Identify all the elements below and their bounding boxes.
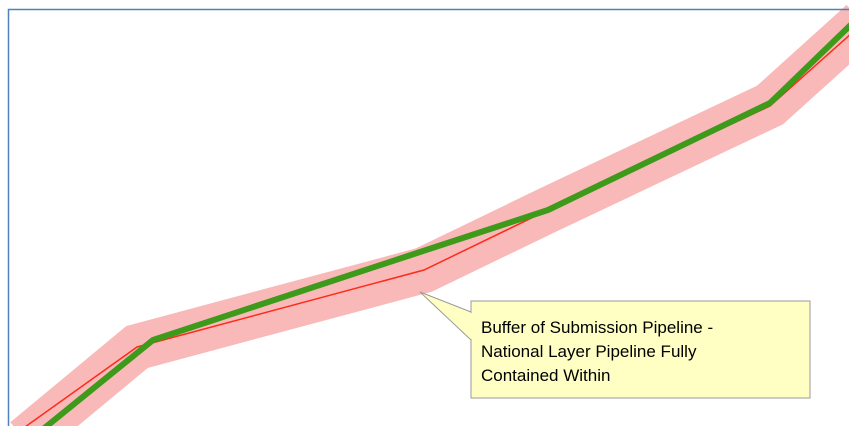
map-frame	[7, 8, 849, 426]
callout-text: Contained Within	[481, 366, 610, 385]
callout-box	[470, 300, 811, 399]
callout-text: National Layer Pipeline Fully	[481, 342, 697, 361]
callout-text: Buffer of Submission Pipeline -	[481, 318, 713, 337]
national-pipeline	[42, 22, 849, 426]
